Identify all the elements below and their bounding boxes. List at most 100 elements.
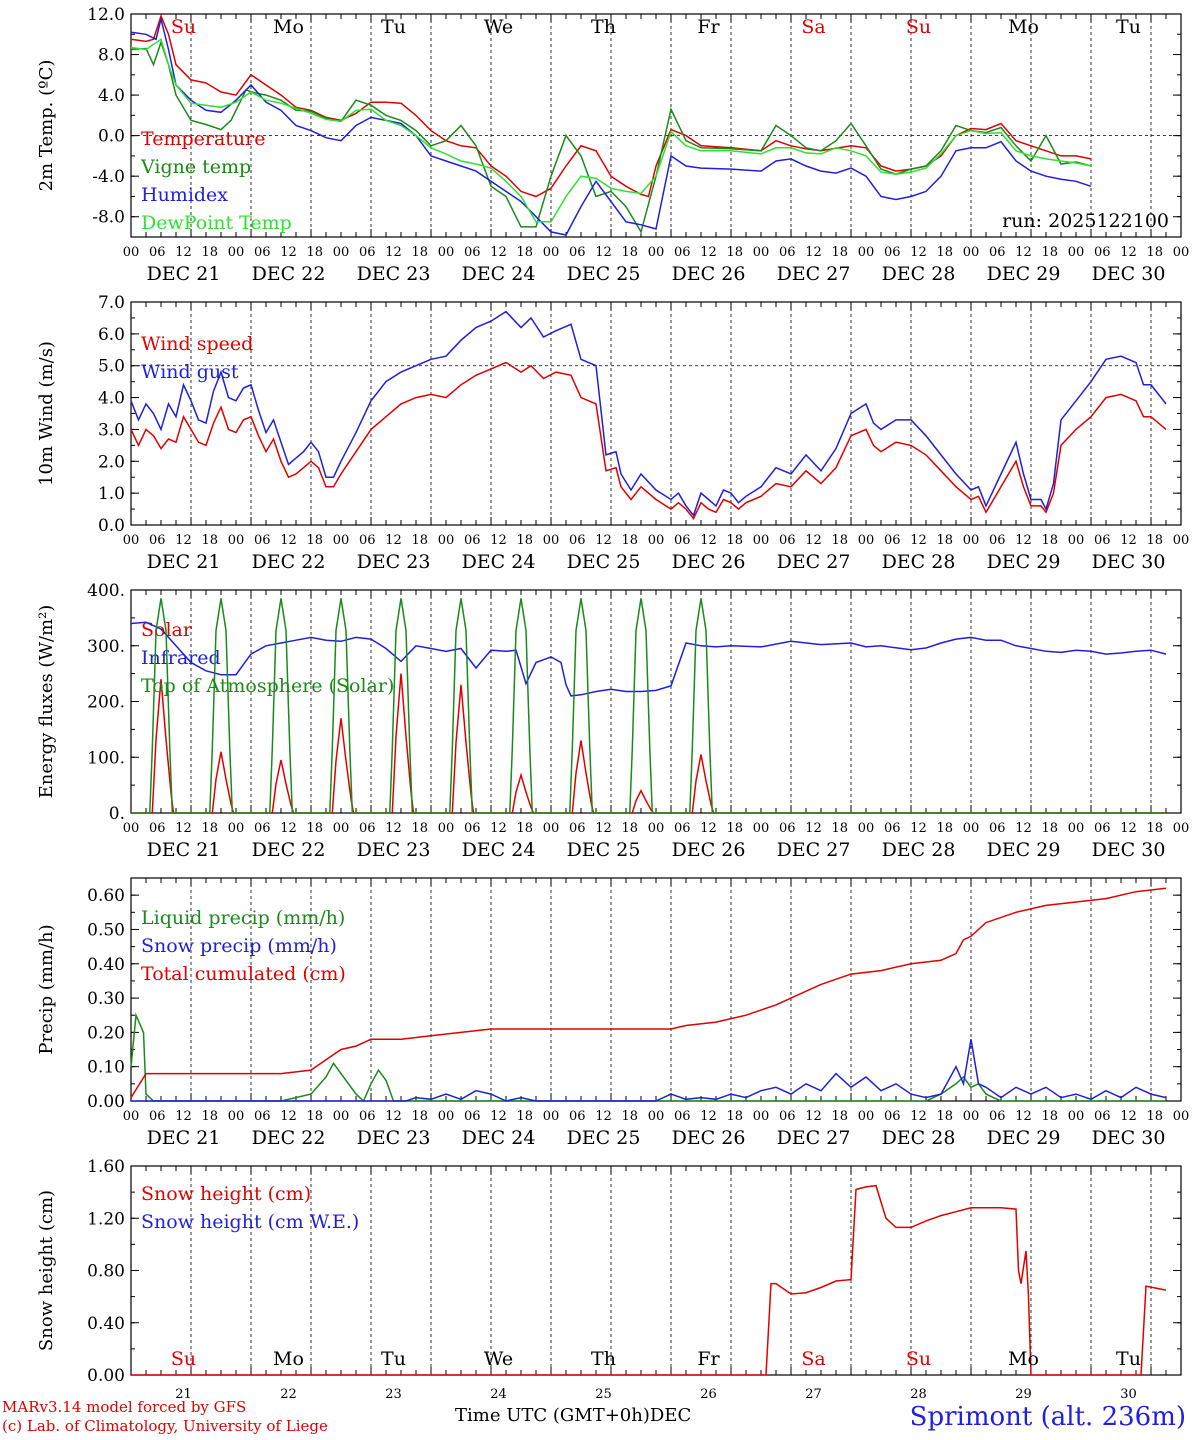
date-label: DEC 25 [567, 551, 641, 573]
date-label: DEC 23 [357, 1127, 431, 1149]
hour-tick-label: 18 [621, 533, 638, 548]
date-label: DEC 25 [567, 839, 641, 861]
y-tick-label: 0.60 [87, 886, 125, 906]
day-number: 25 [595, 1387, 612, 1400]
day-abbr: Mo [1008, 16, 1039, 38]
hour-tick-label: 12 [805, 821, 822, 836]
panel-wind: 0.0 1.0 2.0 3.0 4.0 5.0 6.0 7.0 10m Wind (m/s) Wi… [36, 293, 1189, 573]
hour-tick-label: 12 [490, 245, 507, 260]
hour-tick-label: 06 [989, 821, 1006, 836]
hour-tick-label: 06 [359, 533, 376, 548]
hour-tick-label: 12 [385, 533, 402, 548]
hour-tick-label: 18 [1146, 245, 1163, 260]
hour-tick-label: 00 [543, 1109, 560, 1124]
hour-tick-label: 00 [1173, 821, 1190, 836]
model-credits: MARv3.14 model forced by GFS (c) Lab. of… [2, 1398, 328, 1436]
day-number: 22 [280, 1387, 297, 1400]
date-label: DEC 27 [777, 1127, 851, 1149]
legend-entry: Vigne temp [140, 156, 251, 178]
hour-tick-label: 12 [1015, 1109, 1032, 1124]
hour-tick-label: 18 [201, 245, 218, 260]
hour-tick-label: 00 [1068, 821, 1085, 836]
hour-tick-label: 18 [936, 1109, 953, 1124]
hour-tick-label: 12 [280, 821, 297, 836]
hour-tick-label: 06 [254, 245, 271, 260]
hour-tick-label: 06 [149, 821, 166, 836]
day-abbr: Tu [1116, 16, 1141, 38]
hour-tick-label: 06 [989, 245, 1006, 260]
hour-tick-label: 12 [910, 821, 927, 836]
y-tick-label: 200. [87, 693, 125, 713]
hour-tick-label: 00 [858, 533, 875, 548]
hour-tick-label: 18 [936, 533, 953, 548]
day-number: 24 [490, 1387, 507, 1400]
copyright-line: (c) Lab. of Climatology, University of L… [2, 1417, 328, 1435]
date-label: DEC 25 [567, 1127, 641, 1149]
hour-tick-label: 00 [648, 245, 665, 260]
hour-tick-label: 12 [280, 1109, 297, 1124]
date-label: DEC 24 [462, 1127, 536, 1149]
hour-tick-label: 00 [333, 245, 350, 260]
hour-tick-label: 00 [333, 821, 350, 836]
date-label: DEC 21 [147, 1127, 221, 1149]
time-axis-label: Time UTC (GMT+0h)DEC [455, 1405, 691, 1426]
hour-tick-label: 18 [516, 821, 533, 836]
hour-tick-label: 06 [1094, 245, 1111, 260]
hour-tick-label: 00 [438, 821, 455, 836]
hour-tick-label: 18 [306, 1109, 323, 1124]
hour-tick-label: 12 [385, 821, 402, 836]
panel-frame [130, 13, 1182, 238]
day-abbr-bottom: Mo [1008, 1348, 1039, 1370]
hour-tick-label: 06 [884, 245, 901, 260]
y-tick-label: 3.0 [98, 420, 125, 440]
hour-tick-label: 12 [385, 1109, 402, 1124]
y-tick-label: 4.0 [98, 389, 125, 409]
hour-tick-label: 12 [595, 821, 612, 836]
day-number: 30 [1120, 1387, 1137, 1400]
hour-tick-label: 06 [989, 533, 1006, 548]
hour-tick-label: 00 [228, 245, 245, 260]
date-label: DEC 29 [987, 1127, 1061, 1149]
hour-tick-label: 12 [910, 533, 927, 548]
hour-tick-label: 18 [306, 533, 323, 548]
hour-tick-label: 06 [674, 245, 691, 260]
hour-tick-label: 18 [726, 533, 743, 548]
y-tick-label: 8.0 [98, 46, 125, 66]
panel-energy: 0. 100. 200. 300. 400. Energy fluxes (W/m²) So… [36, 581, 1189, 861]
y-tick-label: 0.30 [87, 989, 125, 1009]
series-line-snow-height-cm- [131, 1184, 1167, 1376]
date-label: DEC 26 [672, 1127, 746, 1149]
hour-tick-label: 06 [779, 821, 796, 836]
date-label: DEC 26 [672, 263, 746, 285]
hour-tick-label: 12 [1015, 245, 1032, 260]
hour-tick-label: 12 [700, 533, 717, 548]
day-abbr-bottom: Fr [697, 1348, 720, 1370]
hour-tick-label: 18 [1146, 1109, 1163, 1124]
hour-tick-label: 00 [333, 533, 350, 548]
hour-tick-label: 06 [464, 821, 481, 836]
date-label: DEC 24 [462, 263, 536, 285]
hour-tick-label: 06 [989, 1109, 1006, 1124]
date-label: DEC 26 [672, 551, 746, 573]
legend-entry: Top of Atmosphere (Solar) [141, 675, 394, 697]
y-tick-label: 400. [87, 581, 125, 601]
hour-tick-label: 00 [963, 533, 980, 548]
hour-tick-label: 18 [621, 1109, 638, 1124]
legend-entry: Liquid precip (mm/h) [141, 907, 345, 929]
panel-temp: -8.0 -4.0 0.0 4.0 8.0 12.0 2m Temp. (ºC) Temper… [36, 5, 1189, 285]
y-tick-label: 0.40 [87, 955, 125, 975]
hour-tick-label: 00 [123, 533, 140, 548]
y-tick-label: -8.0 [92, 208, 125, 228]
date-label: DEC 30 [1092, 1127, 1166, 1149]
date-label: DEC 24 [462, 551, 536, 573]
hour-tick-label: 12 [1015, 533, 1032, 548]
day-abbr-bottom: Tu [381, 1348, 406, 1370]
day-abbr: We [484, 16, 513, 38]
hour-tick-label: 12 [175, 1109, 192, 1124]
date-label: DEC 30 [1092, 263, 1166, 285]
hour-tick-label: 00 [438, 245, 455, 260]
date-label: DEC 24 [462, 839, 536, 861]
meteogram-chart: -8.0 -4.0 0.0 4.0 8.0 12.0 2m Temp. (ºC) Temper… [36, 5, 1189, 1400]
hour-tick-label: 12 [490, 1109, 507, 1124]
date-label: DEC 27 [777, 839, 851, 861]
